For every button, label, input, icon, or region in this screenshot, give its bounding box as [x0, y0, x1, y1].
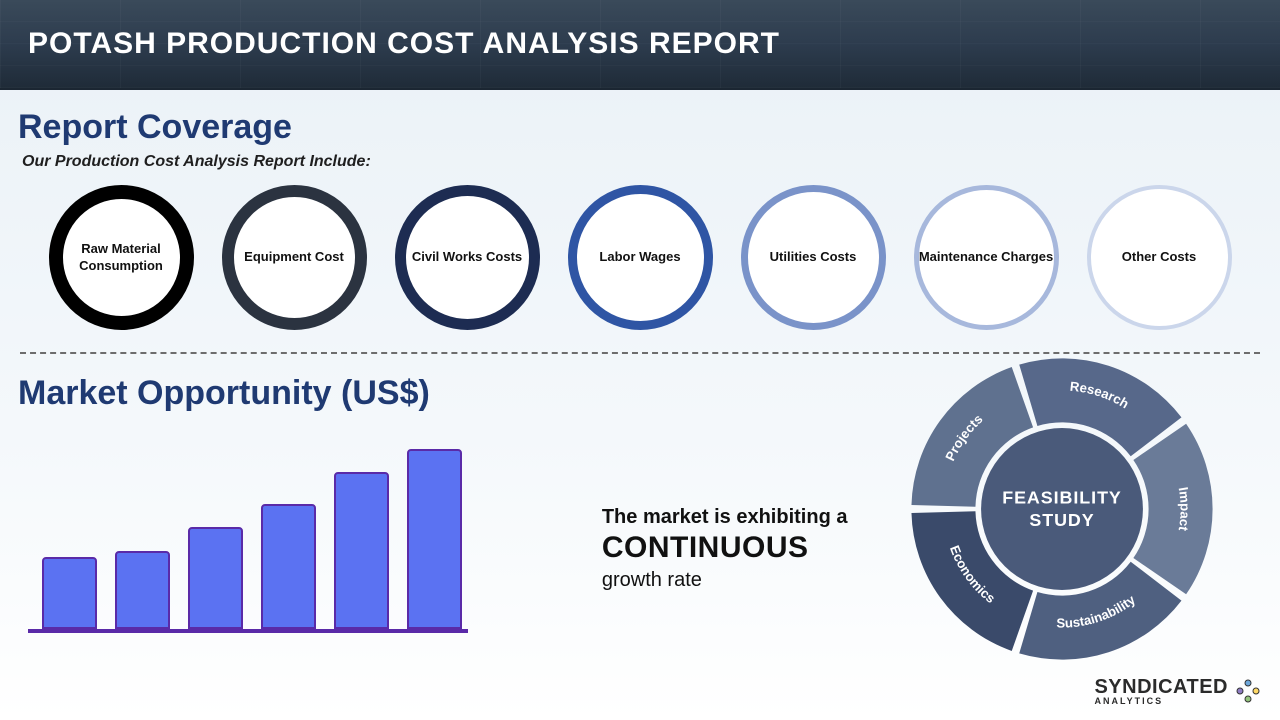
bar-4 — [334, 472, 389, 629]
bar-3 — [261, 504, 316, 629]
coverage-label: Maintenance Charges — [919, 249, 1053, 265]
coverage-label: Utilities Costs — [770, 249, 857, 265]
bar-2 — [188, 527, 243, 629]
page-title: POTASH PRODUCTION COST ANALYSIS REPORT — [28, 27, 780, 61]
coverage-label: Civil Works Costs — [412, 249, 522, 265]
coverage-circle-0: Raw Material Consumption — [49, 185, 194, 330]
bar-5 — [407, 449, 462, 629]
coverage-circle-6: Other Costs — [1087, 185, 1232, 330]
feasibility-ring: EconomicsProjectsResearchImpactSustainab… — [892, 364, 1262, 684]
feas-center-text-bottom: STUDY — [1029, 510, 1094, 530]
coverage-label: Equipment Cost — [244, 249, 344, 265]
coverage-circle-4: Utilities Costs — [741, 185, 886, 330]
market-left: Market Opportunity (US$) — [18, 364, 592, 684]
market-heading: Market Opportunity (US$) — [18, 374, 592, 413]
bar-1 — [115, 551, 170, 629]
coverage-label: Labor Wages — [599, 249, 680, 265]
bar-0 — [42, 557, 97, 629]
coverage-label: Other Costs — [1122, 249, 1196, 265]
coverage-label: Raw Material Consumption — [63, 241, 180, 274]
coverage-circle-5: Maintenance Charges — [914, 185, 1059, 330]
market-line-2: CONTINUOUS — [602, 531, 892, 565]
brand-logo: SYNDICATED ANALYTICS — [1094, 676, 1262, 706]
market-line-1: The market is exhibiting a — [602, 506, 892, 529]
brand-icon — [1234, 677, 1262, 705]
market-copy: The market is exhibiting a CONTINUOUS gr… — [592, 364, 892, 684]
coverage-subtitle: Our Production Cost Analysis Report Incl… — [22, 153, 1280, 171]
feas-seg-3 — [1133, 424, 1212, 595]
coverage-circle-3: Labor Wages — [568, 185, 713, 330]
coverage-heading: Report Coverage — [18, 108, 1280, 147]
bar-chart-axis — [28, 629, 468, 633]
market-section: Market Opportunity (US$) The market is e… — [0, 354, 1280, 684]
header-banner: POTASH PRODUCTION COST ANALYSIS REPORT — [0, 0, 1280, 90]
feas-center — [981, 428, 1143, 590]
coverage-circle-1: Equipment Cost — [222, 185, 367, 330]
bar-chart — [28, 433, 468, 633]
coverage-circles: Raw Material Consumption Equipment Cost Ci… — [0, 185, 1280, 330]
feas-center-text-top: FEASIBILITY — [1002, 487, 1122, 507]
feas-label-3: Impact — [1176, 486, 1193, 533]
coverage-circle-2: Civil Works Costs — [395, 185, 540, 330]
market-line-3: growth rate — [602, 569, 892, 592]
